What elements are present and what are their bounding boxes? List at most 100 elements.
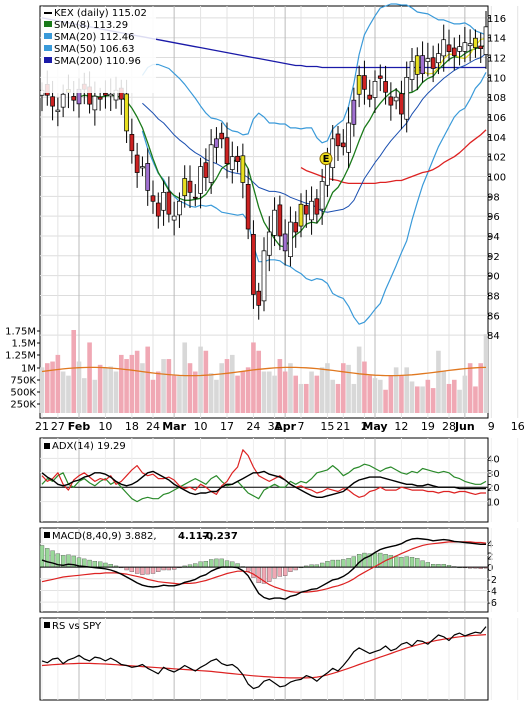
volume-bar	[76, 361, 82, 413]
candle-body	[430, 57, 436, 69]
candle-body	[166, 191, 172, 215]
legend-label: SMA(8) 113.29	[54, 20, 128, 31]
date-axis-label: 10	[98, 420, 112, 433]
date-axis-label: Apr	[274, 420, 296, 433]
rs-line	[41, 626, 487, 690]
date-axis-label: Mar	[162, 420, 186, 433]
volume-bar	[372, 378, 378, 413]
volume-bar	[203, 350, 209, 413]
volume-bar	[256, 350, 262, 413]
price-axis-label: 86	[487, 311, 500, 322]
date-axis-label: 9	[488, 420, 495, 433]
macd-histogram-bar	[150, 566, 156, 574]
candle-body	[155, 202, 161, 217]
date-axis-label: May	[362, 420, 387, 433]
volume-bar	[145, 346, 151, 413]
date-axis-label: 21	[336, 420, 350, 433]
macd-histogram-bar	[198, 561, 203, 568]
date-axis-label: 27	[51, 420, 65, 433]
candle-body	[335, 133, 341, 147]
date-axis-label: 10	[194, 420, 208, 433]
volume-bar	[55, 354, 61, 413]
rs-legend-label: RS vs SPY	[52, 621, 102, 632]
macd-histogram-bar	[409, 556, 415, 568]
candle-body	[192, 196, 198, 199]
macd-histogram-bar	[129, 566, 135, 572]
macd-histogram-bar	[277, 566, 283, 577]
candle-body	[161, 192, 166, 211]
volume-bar	[219, 363, 225, 413]
volume-bar	[272, 375, 277, 413]
candle-body	[372, 80, 378, 98]
volume-bar	[39, 367, 45, 413]
macd-histogram-bar	[219, 558, 224, 568]
macd-histogram-bar	[230, 561, 235, 568]
volume-bar	[414, 386, 420, 413]
candle-body	[399, 93, 404, 115]
candle-body	[277, 204, 283, 237]
date-axis-label: 17	[220, 420, 234, 433]
volume-bar	[44, 363, 50, 413]
macd-histogram-bar	[319, 562, 325, 568]
candle-body	[103, 92, 108, 96]
candle-body	[219, 132, 225, 140]
macd-histogram-bar	[330, 559, 335, 568]
volume-axis-label: 1.75M	[5, 327, 36, 338]
legend-swatch	[44, 33, 52, 39]
macd-histogram-bar	[325, 561, 330, 568]
price-axis-label: 98	[487, 192, 500, 203]
date-axis-label: 15	[320, 420, 334, 433]
macd-histogram-bar	[420, 560, 425, 568]
candle-body	[256, 290, 262, 306]
macd-line	[41, 537, 486, 600]
volume-average-line	[41, 366, 487, 377]
volume-bar	[362, 361, 367, 413]
macd-axis-label: -6	[487, 598, 497, 609]
volume-axis-label: 500K	[10, 388, 36, 399]
macd-histogram-bar	[272, 566, 277, 579]
candle-body	[92, 95, 98, 111]
volume-bar	[92, 379, 98, 413]
candle-body	[420, 55, 425, 75]
candle-body	[266, 231, 272, 256]
volume-bar	[346, 364, 351, 413]
macd-histogram-bar	[341, 559, 346, 568]
adx-line	[41, 470, 486, 498]
candle-body	[303, 204, 309, 215]
volume-bar	[404, 367, 410, 413]
volume-axis-label: 1.5M	[11, 339, 36, 350]
candle-body	[309, 200, 314, 221]
macd-histogram-bar	[393, 556, 399, 568]
date-axis-label: Jun	[454, 420, 475, 433]
price-axis-label: 88	[487, 291, 500, 302]
candle-body	[298, 203, 304, 227]
price-axis-label: 112	[487, 54, 506, 65]
volume-axis-label: 750K	[10, 376, 36, 387]
price-axis-label: 104	[487, 133, 506, 144]
candle-body	[50, 96, 55, 107]
candle-body	[55, 109, 61, 112]
date-axis-label: 12	[394, 420, 408, 433]
date-axis-label: 28	[442, 420, 456, 433]
macd-histogram-bar	[145, 566, 150, 575]
date-axis-label: 18	[125, 420, 139, 433]
macd-histogram-bar	[214, 558, 219, 568]
candle-body	[388, 96, 394, 106]
adx-legend-swatch	[44, 443, 50, 449]
date-axis-label: 21	[35, 420, 49, 433]
candle-body	[288, 221, 293, 258]
volume-bar	[161, 359, 166, 413]
volume-axis-label: 1M	[21, 364, 36, 375]
macd-signal-legend-label: 4.117,	[178, 531, 213, 542]
candle-body	[108, 93, 114, 97]
candle-body	[351, 99, 357, 125]
macd-histogram-bar	[335, 559, 341, 568]
macd-histogram-bar	[45, 548, 50, 568]
macd-histogram-bar	[156, 566, 161, 572]
volume-bar	[108, 366, 114, 413]
volume-bar	[399, 375, 404, 413]
date-axis-label: 24	[246, 420, 260, 433]
volume-bar	[60, 371, 66, 413]
